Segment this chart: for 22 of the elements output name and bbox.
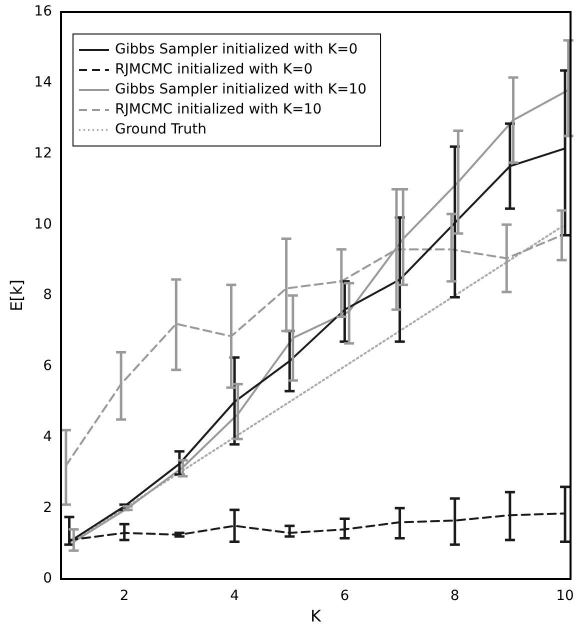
x-axis-title: K [310,606,322,626]
y-tick-label: 8 [43,287,52,304]
x-tick-label: 2 [120,588,129,604]
x-tick-label: 10 [556,588,574,604]
legend-label: Gibbs Sampler initialized with K=10 [115,82,367,98]
y-tick-label: 0 [43,570,52,587]
y-tick-label: 12 [34,145,52,162]
y-tick-label: 6 [43,358,52,374]
y-axis-title: E[k] [6,280,26,312]
legend-label: RJMCMC initialized with K=10 [115,102,322,118]
x-tick-label: 8 [450,588,460,604]
y-tick-label: 14 [34,74,52,91]
legend-label: Ground Truth [115,122,206,138]
y-tick-label: 10 [34,216,52,232]
y-tick-label: 4 [43,428,52,445]
legend-label: Gibbs Sampler initialized with K=0 [115,42,358,58]
legend-label: RJMCMC initialized with K=0 [115,62,313,78]
y-tick-label: 2 [43,500,52,516]
x-tick-label: 4 [230,588,240,604]
line-series [68,224,566,545]
y-tick-label: 16 [34,4,52,20]
x-tick-label: 6 [340,588,350,604]
